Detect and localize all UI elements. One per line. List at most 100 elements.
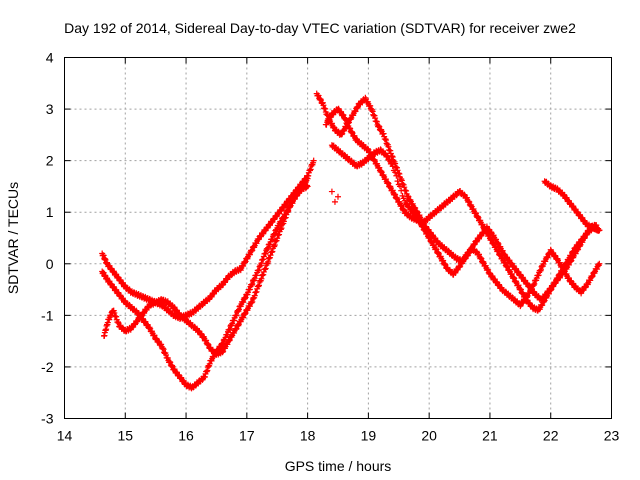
y-tick-label: -2	[41, 359, 54, 375]
x-tick-label: 17	[239, 428, 255, 444]
data-point	[274, 235, 281, 242]
data-point	[320, 102, 327, 109]
data-point	[228, 333, 235, 340]
data-point	[590, 269, 597, 276]
data-point	[384, 179, 391, 186]
data-point	[262, 265, 269, 272]
data-point	[531, 280, 538, 287]
data-point	[376, 164, 383, 171]
data-point	[517, 286, 524, 293]
data-point	[235, 306, 242, 313]
data-point	[260, 253, 267, 260]
data-point	[378, 168, 385, 175]
data-point	[367, 102, 374, 109]
data-point	[226, 327, 233, 334]
data-point	[340, 127, 347, 134]
data-point	[260, 268, 267, 275]
data-point	[377, 127, 384, 134]
data-point	[537, 267, 544, 274]
data-point	[277, 226, 284, 233]
x-tick-label: 19	[361, 428, 377, 444]
data-point	[258, 260, 265, 267]
data-point	[528, 286, 535, 293]
data-point	[317, 95, 324, 102]
data-point	[427, 238, 434, 245]
data-point	[456, 264, 463, 271]
data-point	[483, 229, 490, 236]
data-point	[519, 290, 526, 297]
data-point	[304, 182, 311, 189]
data-point	[419, 222, 426, 229]
data-point	[489, 240, 496, 247]
x-tick-label: 15	[117, 428, 133, 444]
data-point	[441, 261, 448, 267]
data-point	[269, 248, 276, 255]
data-point	[393, 195, 400, 202]
data-point	[375, 122, 382, 129]
data-point	[260, 256, 267, 263]
data-point	[479, 259, 486, 266]
data-point	[286, 203, 293, 210]
data-point	[248, 282, 255, 289]
data-point	[285, 208, 292, 215]
data-point	[394, 178, 401, 185]
data-point	[260, 271, 267, 278]
data-point	[242, 311, 249, 318]
data-point	[231, 317, 238, 324]
data-point	[265, 255, 272, 262]
plot-frame	[64, 57, 612, 419]
data-point	[396, 183, 403, 190]
data-point	[282, 214, 289, 221]
data-point	[324, 111, 331, 118]
data-point	[559, 263, 566, 270]
data-point	[226, 326, 233, 333]
data-point	[249, 295, 256, 302]
data-point	[151, 332, 158, 339]
data-point	[549, 282, 556, 289]
data-point	[398, 187, 405, 194]
y-axis-label: SDTVAR / TECUs	[5, 182, 21, 294]
data-point	[203, 337, 210, 344]
data-point	[246, 303, 253, 310]
data-point	[545, 290, 552, 297]
data-point	[233, 325, 240, 332]
data-point	[259, 272, 266, 279]
data-point	[249, 298, 256, 305]
data-point	[479, 221, 486, 228]
data-point	[477, 255, 484, 262]
data-point	[160, 346, 167, 353]
data-point	[556, 271, 563, 278]
data-point	[114, 319, 121, 326]
data-point	[555, 275, 562, 282]
data-point	[325, 117, 332, 124]
data-point	[392, 169, 399, 176]
chart-title: Day 192 of 2014, Sidereal Day-to-day VTE…	[64, 20, 576, 36]
data-point	[201, 373, 208, 380]
data-point	[307, 166, 314, 173]
data-point	[262, 250, 269, 257]
data-point	[204, 367, 211, 374]
data-point	[524, 294, 531, 301]
data-point	[386, 146, 393, 153]
data-point	[219, 349, 226, 356]
data-point	[234, 321, 241, 328]
data-point	[203, 368, 210, 375]
data-point	[412, 205, 419, 212]
data-point	[396, 170, 403, 177]
outlier-point	[331, 198, 338, 205]
data-point	[426, 235, 433, 242]
data-point	[279, 221, 286, 228]
data-point	[342, 117, 349, 124]
data-point	[253, 272, 260, 279]
data-point	[240, 262, 247, 269]
data-point	[379, 172, 386, 179]
data-point	[503, 263, 510, 270]
data-point	[253, 288, 260, 295]
data-point	[383, 137, 390, 144]
x-tick-label: 18	[300, 428, 316, 444]
data-point	[584, 280, 591, 287]
data-point	[392, 163, 399, 170]
x-tick-label: 22	[543, 428, 559, 444]
data-point	[269, 236, 276, 243]
